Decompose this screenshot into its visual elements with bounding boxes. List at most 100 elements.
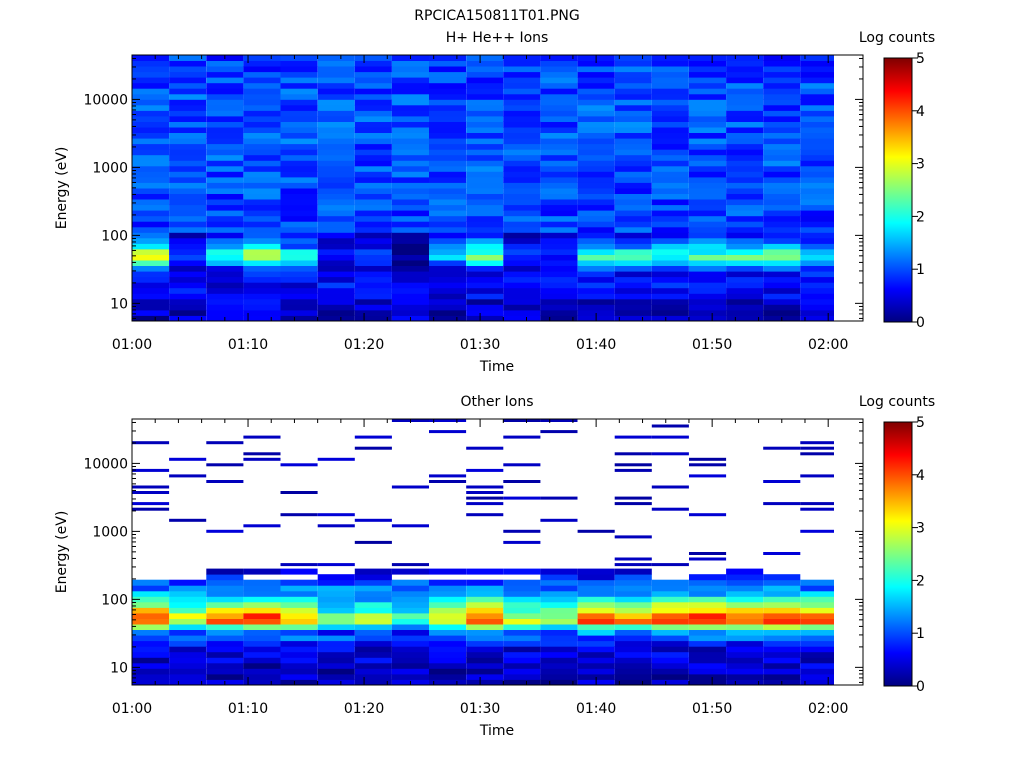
- heatmap-cell: [577, 60, 615, 67]
- heatmap-cell: [726, 629, 764, 636]
- heatmap-cell: [243, 249, 281, 255]
- heatmap-cell: [763, 143, 801, 150]
- heatmap-cell: [540, 199, 578, 206]
- heatmap-cell: [466, 607, 504, 614]
- heatmap-cell: [391, 607, 429, 614]
- heatmap-cell: [614, 154, 652, 161]
- heatmap-cell: [689, 574, 727, 581]
- heatmap-cell: [280, 282, 318, 289]
- heatmap-cell: [280, 662, 318, 669]
- heatmap-cell: [391, 232, 429, 239]
- heatmap-cell: [466, 99, 504, 106]
- heatmap-cell: [132, 662, 170, 669]
- heatmap-cell: [206, 651, 244, 658]
- heatmap-cell: [651, 143, 689, 150]
- heatmap-cell: [726, 646, 764, 653]
- heatmap-cell: [651, 635, 689, 642]
- heatmap-cell: [763, 293, 801, 300]
- heatmap-cell: [429, 568, 467, 575]
- heatmap-cell: [317, 524, 355, 528]
- heatmap-cell: [800, 149, 834, 156]
- heatmap-cell: [280, 513, 318, 517]
- heatmap-cell: [800, 640, 834, 647]
- y-tick-label: 100: [101, 228, 128, 244]
- heatmap-cell: [651, 507, 689, 511]
- heatmap-cell: [391, 171, 429, 178]
- heatmap-cell: [614, 260, 652, 266]
- heatmap-cell: [577, 199, 615, 206]
- heatmap-cell: [429, 210, 467, 217]
- heatmap-cell: [763, 226, 801, 233]
- heatmap-cell: [391, 60, 429, 67]
- heatmap-cell: [577, 529, 615, 533]
- heatmap-cell: [577, 243, 615, 250]
- heatmap-cell: [466, 276, 504, 283]
- heatmap-cell: [503, 88, 541, 95]
- heatmap-cell: [540, 55, 578, 61]
- heatmap-cell: [280, 55, 318, 61]
- heatmap-cell: [503, 99, 541, 106]
- heatmap-cell: [132, 210, 170, 217]
- heatmap-cell: [169, 271, 207, 278]
- heatmap-cell: [614, 188, 652, 194]
- heatmap-cell: [689, 651, 727, 658]
- heatmap-cell: [132, 193, 170, 200]
- heatmap-cell: [540, 77, 578, 84]
- heatmap-cell: [726, 160, 764, 167]
- heatmap-cell: [503, 66, 541, 73]
- heatmap-cell: [280, 215, 318, 222]
- heatmap-cell: [429, 657, 467, 664]
- heatmap-cell: [540, 657, 578, 664]
- heatmap-cell: [540, 143, 578, 150]
- heatmap-cell: [466, 254, 504, 261]
- heatmap-cell: [689, 199, 727, 206]
- heatmap-cell: [503, 160, 541, 167]
- heatmap-cell: [800, 88, 834, 95]
- heatmap-cell: [540, 276, 578, 283]
- heatmap-cell: [132, 82, 170, 89]
- heatmap-cell: [689, 662, 727, 669]
- heatmap-cell: [280, 315, 318, 322]
- heatmap-cell: [614, 176, 652, 183]
- colorbar-tick-label: 4: [916, 104, 925, 120]
- heatmap-cell: [132, 502, 170, 506]
- heatmap-cell: [317, 293, 355, 300]
- heatmap-cell: [391, 221, 429, 228]
- heatmap-cell: [689, 60, 727, 67]
- heatmap-cell: [689, 55, 727, 61]
- heatmap-cell: [243, 88, 281, 95]
- colorbar-tick-label: 1: [916, 626, 925, 642]
- heatmap-cell: [206, 287, 244, 294]
- heatmap-cell: [354, 651, 392, 658]
- heatmap-cell: [800, 165, 834, 172]
- heatmap-cell: [540, 149, 578, 156]
- heatmap-cell: [280, 143, 318, 150]
- heatmap-cell: [726, 579, 764, 586]
- heatmap-cell: [466, 579, 504, 586]
- heatmap-cell: [540, 309, 578, 316]
- heatmap-cell: [763, 287, 801, 294]
- heatmap-cell: [466, 640, 504, 647]
- heatmap-cell: [169, 651, 207, 658]
- heatmap-cell: [689, 160, 727, 167]
- heatmap-cell: [206, 635, 244, 642]
- heatmap-cell: [169, 110, 207, 117]
- heatmap-cell: [391, 265, 429, 272]
- heatmap-cell: [280, 613, 318, 619]
- heatmap-cell: [243, 121, 281, 128]
- heatmap-cell: [466, 668, 504, 675]
- heatmap-cell: [317, 154, 355, 161]
- heatmap-cell: [429, 651, 467, 658]
- heatmap-cell: [132, 77, 170, 84]
- heatmap-cell: [243, 99, 281, 106]
- heatmap-cell: [503, 226, 541, 233]
- heatmap-cell: [206, 276, 244, 283]
- heatmap-cell: [429, 149, 467, 156]
- heatmap-cell: [763, 607, 801, 614]
- heatmap-cell: [391, 160, 429, 167]
- heatmap-cell: [540, 304, 578, 311]
- heatmap-cell: [169, 226, 207, 233]
- heatmap-cell: [206, 66, 244, 73]
- heatmap-cell: [503, 679, 541, 686]
